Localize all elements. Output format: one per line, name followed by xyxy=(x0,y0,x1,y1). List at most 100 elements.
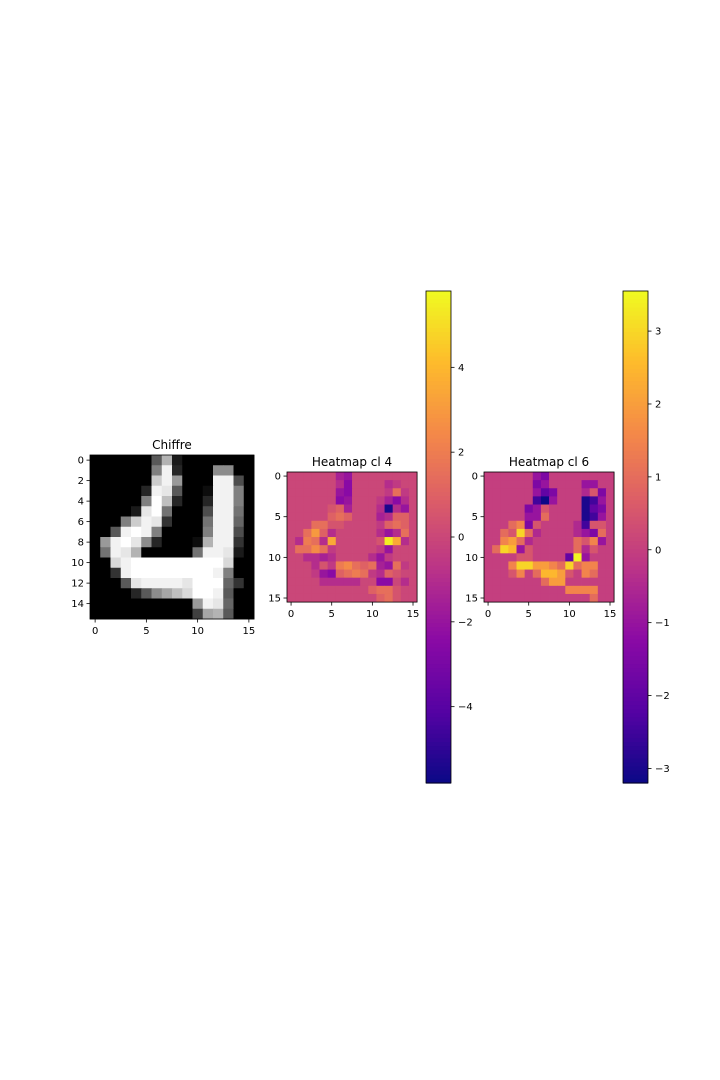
heatmap-cell xyxy=(151,578,163,589)
heatmap-cell xyxy=(516,472,526,481)
colorbar-gradient-band xyxy=(426,360,451,366)
heatmap-cell xyxy=(233,496,245,507)
heatmap-cell xyxy=(540,512,550,522)
colorbar-gradient-band xyxy=(623,672,648,677)
heatmap-cell xyxy=(524,545,534,554)
heatmap-cell xyxy=(182,557,193,569)
colorbar-gradient-band xyxy=(623,721,648,727)
heatmap-cell xyxy=(360,496,369,505)
heatmap-cell xyxy=(141,547,152,558)
colorbar-gradient-band xyxy=(623,463,648,468)
heatmap-cell xyxy=(182,578,193,589)
heatmap-cell xyxy=(484,585,493,595)
heatmap-cell xyxy=(581,577,591,587)
heatmap-cell xyxy=(213,567,224,579)
heatmap-cell xyxy=(202,465,214,476)
heatmap-cell xyxy=(182,588,193,599)
heatmap-cell xyxy=(565,593,574,603)
heatmap-cell xyxy=(327,528,337,538)
heatmap-cell xyxy=(500,553,509,562)
heatmap-cell xyxy=(141,526,152,538)
colorbar-tick-label: −2 xyxy=(458,617,473,628)
heatmap-cell xyxy=(605,561,615,570)
colorbar-gradient-band xyxy=(623,442,648,448)
heatmap-cell xyxy=(295,472,304,481)
heatmap-cell xyxy=(327,545,337,554)
heatmap-cell xyxy=(484,545,493,554)
heatmap-cell xyxy=(172,608,183,620)
heatmap-cell xyxy=(243,475,255,487)
colorbar-gradient-band xyxy=(623,377,648,382)
colorbar-gradient-band xyxy=(426,364,451,370)
colorbar-gradient-band xyxy=(623,528,648,534)
x-tick-label: 10 xyxy=(366,609,379,620)
heatmap-cell xyxy=(516,545,526,554)
colorbar-gradient-band xyxy=(426,500,451,505)
heatmap-cell xyxy=(100,578,111,589)
heatmap-cell xyxy=(90,485,101,497)
heatmap-cell xyxy=(408,480,418,489)
heatmap-cell xyxy=(202,608,214,620)
heatmap-cl6-grid xyxy=(484,472,615,603)
heatmap-cell xyxy=(192,506,204,517)
colorbar-gradient-band xyxy=(426,438,451,444)
colorbar-gradient-band xyxy=(623,717,648,723)
heatmap-cell xyxy=(327,496,337,505)
heatmap-cell xyxy=(161,526,173,538)
heatmap-cell xyxy=(392,528,402,538)
colorbar-gradient-band xyxy=(623,737,648,743)
colorbar-gradient-band xyxy=(623,590,648,595)
colorbar-gradient-band xyxy=(426,553,451,559)
heatmap-cell xyxy=(90,608,101,620)
colorbar-gradient-band xyxy=(623,594,648,600)
heatmap-cell xyxy=(368,585,377,595)
heatmap-cell xyxy=(319,545,329,554)
heatmap-cell xyxy=(400,480,410,489)
heatmap-cell xyxy=(352,577,361,587)
heatmap-cell xyxy=(192,578,204,589)
heatmap-cell xyxy=(141,578,152,589)
heatmap-cell xyxy=(376,512,385,522)
heatmap-cell xyxy=(223,578,234,589)
heatmap-cell xyxy=(311,553,320,562)
x-tick-label: 5 xyxy=(526,609,532,620)
colorbar-gradient-band xyxy=(426,332,451,337)
heatmap-cell xyxy=(516,537,526,546)
heatmap-cell xyxy=(557,569,566,579)
heatmap-cell xyxy=(384,504,394,514)
heatmap-cell xyxy=(120,506,132,517)
heatmap-cell xyxy=(192,496,204,507)
heatmap-cell xyxy=(343,593,353,603)
heatmap-cell xyxy=(384,593,394,603)
heatmap-cell xyxy=(540,504,550,514)
colorbar-gradient-band xyxy=(623,291,648,296)
heatmap-cell xyxy=(565,577,574,587)
heatmap-cell xyxy=(549,553,558,562)
colorbar-gradient-band xyxy=(426,635,451,641)
heatmap-cell xyxy=(100,588,111,599)
heatmap-cell xyxy=(182,475,193,487)
panel-digit: Chiffre 0 5 10 15 0 2 4 6 8 10 12 14 xyxy=(71,438,255,637)
colorbar-gradient-band xyxy=(426,368,451,374)
heatmap-cell xyxy=(565,537,574,546)
heatmap-cell xyxy=(508,545,517,554)
colorbar-gradient-band xyxy=(426,422,451,427)
heatmap-cell xyxy=(243,485,255,497)
colorbar-gradient-band xyxy=(426,414,451,419)
heatmap-cell xyxy=(335,569,345,579)
heatmap-cell xyxy=(100,475,111,487)
colorbar-gradient-band xyxy=(426,766,451,772)
heatmap-cell xyxy=(500,545,509,554)
heatmap-cell xyxy=(597,585,607,595)
colorbar-gradient-band xyxy=(623,327,648,333)
heatmap-cell xyxy=(573,472,582,481)
y-tick-label: 2 xyxy=(78,476,84,487)
colorbar-gradient-band xyxy=(623,520,648,526)
heatmap-cell xyxy=(303,480,312,489)
colorbar-tick-label: 2 xyxy=(458,448,464,459)
heatmap-cell xyxy=(392,488,402,497)
heatmap-cell xyxy=(287,512,296,522)
colorbar-gradient-band xyxy=(426,524,451,530)
heatmap-cell xyxy=(581,569,591,579)
heatmap-cell xyxy=(565,585,574,595)
